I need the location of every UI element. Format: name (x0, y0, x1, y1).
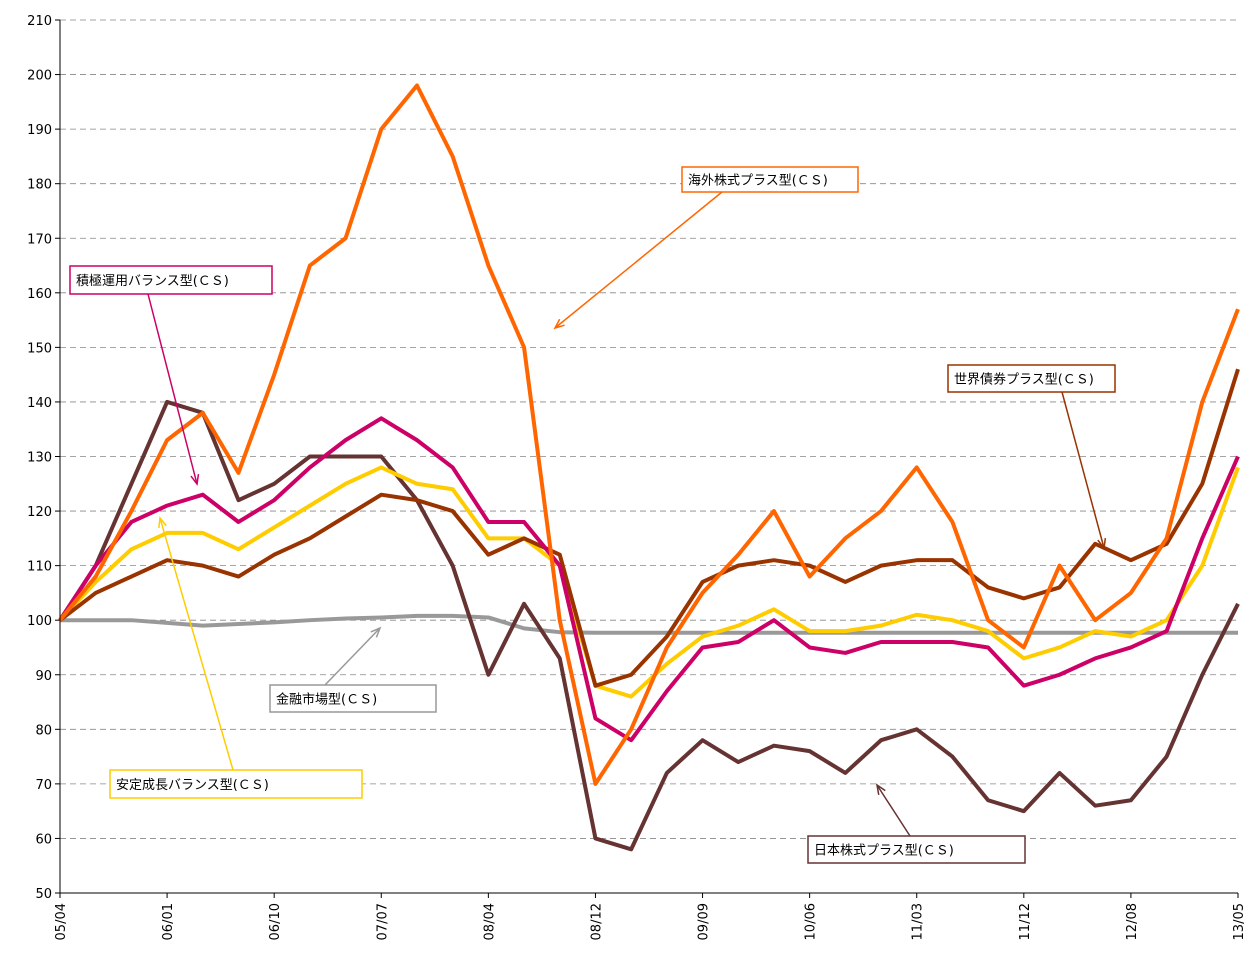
y-tick-label: 170 (27, 232, 52, 247)
x-tick-label: 11/03 (911, 903, 926, 940)
x-tick-label: 12/08 (1125, 903, 1140, 940)
annotation-box (269, 684, 437, 713)
x-tick-label: 06/10 (268, 903, 283, 940)
y-tick-label: 150 (27, 341, 52, 356)
y-tick-label: 60 (35, 832, 52, 847)
x-tick-label: 08/12 (589, 903, 604, 940)
arrow-head (370, 626, 382, 638)
series-line (58, 83, 1240, 786)
y-tick-label: 70 (35, 778, 52, 793)
annotation-box (807, 835, 1026, 864)
annotation-arrow (554, 191, 723, 329)
series-line (58, 465, 1240, 699)
annotation-label: 世界債券プラス型(ＣＳ) (954, 372, 1094, 388)
annotation-arrow (876, 784, 911, 837)
series-line (58, 368, 1240, 688)
arrow-head (875, 783, 886, 795)
x-tick-label: 11/12 (1018, 903, 1033, 940)
annotation-label: 積極運用バランス型(ＣＳ) (76, 273, 229, 289)
arrow-head (1097, 537, 1107, 550)
y-tick-label: 100 (27, 614, 52, 629)
y-tick-label: 90 (35, 669, 52, 684)
annotation-arrow (147, 293, 198, 485)
y-tick-label: 180 (27, 178, 52, 193)
y-tick-label: 200 (27, 69, 52, 84)
x-tick-label: 06/01 (161, 903, 176, 940)
annotation-arrow (324, 627, 381, 686)
annotation-label: 金融市場型(ＣＳ) (276, 692, 377, 708)
annotation-box (681, 166, 859, 193)
x-tick-label: 13/05 (1232, 903, 1244, 940)
annotation-arrow (159, 517, 234, 771)
y-tick-label: 210 (27, 14, 52, 29)
x-tick-label: 08/04 (482, 903, 497, 940)
y-tick-label: 190 (27, 123, 52, 138)
series-line (60, 613, 1238, 635)
annotation-label: 安定成長バランス型(ＣＳ) (116, 778, 269, 793)
y-tick-label: 80 (35, 723, 52, 738)
x-tick-label: 05/04 (54, 903, 69, 940)
annotation-box (947, 364, 1116, 393)
arrow-head (158, 516, 167, 529)
x-tick-label: 09/09 (697, 903, 712, 940)
annotation-arrow (1061, 391, 1105, 549)
series-line (58, 416, 1240, 743)
y-tick-label: 140 (27, 396, 52, 411)
annotation-label: 海外株式プラス型(ＣＳ) (688, 174, 828, 189)
annotation-box (69, 265, 273, 295)
y-tick-label: 120 (27, 505, 52, 520)
y-tick-label: 160 (27, 287, 52, 302)
annotation-box (109, 769, 363, 799)
y-tick-label: 110 (27, 560, 52, 575)
x-tick-label: 10/06 (804, 903, 819, 940)
x-tick-label: 07/07 (375, 903, 390, 940)
annotation-label: 日本株式プラス型(ＣＳ) (814, 844, 954, 859)
y-tick-label: 50 (35, 887, 52, 902)
arrow-head (190, 473, 200, 486)
arrow-head (553, 318, 565, 330)
y-tick-label: 130 (27, 451, 52, 466)
series-line (58, 399, 1240, 852)
